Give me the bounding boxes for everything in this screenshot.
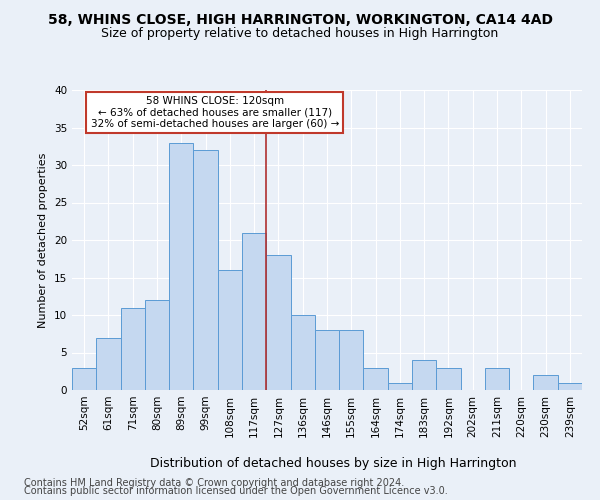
Bar	[364, 368, 388, 390]
Bar	[96, 338, 121, 390]
Bar	[412, 360, 436, 390]
Text: Distribution of detached houses by size in High Harrington: Distribution of detached houses by size …	[150, 458, 516, 470]
Bar	[169, 142, 193, 390]
Bar	[533, 375, 558, 390]
Bar	[193, 150, 218, 390]
Text: Contains HM Land Registry data © Crown copyright and database right 2024.: Contains HM Land Registry data © Crown c…	[24, 478, 404, 488]
Bar	[266, 255, 290, 390]
Bar	[388, 382, 412, 390]
Bar	[485, 368, 509, 390]
Bar	[558, 382, 582, 390]
Bar	[121, 308, 145, 390]
Bar	[242, 232, 266, 390]
Bar	[436, 368, 461, 390]
Bar	[339, 330, 364, 390]
Bar	[290, 315, 315, 390]
Bar	[315, 330, 339, 390]
Text: 58, WHINS CLOSE, HIGH HARRINGTON, WORKINGTON, CA14 4AD: 58, WHINS CLOSE, HIGH HARRINGTON, WORKIN…	[47, 12, 553, 26]
Text: Size of property relative to detached houses in High Harrington: Size of property relative to detached ho…	[101, 28, 499, 40]
Bar	[145, 300, 169, 390]
Bar	[72, 368, 96, 390]
Y-axis label: Number of detached properties: Number of detached properties	[38, 152, 49, 328]
Text: Contains public sector information licensed under the Open Government Licence v3: Contains public sector information licen…	[24, 486, 448, 496]
Text: 58 WHINS CLOSE: 120sqm
← 63% of detached houses are smaller (117)
32% of semi-de: 58 WHINS CLOSE: 120sqm ← 63% of detached…	[91, 96, 339, 129]
Bar	[218, 270, 242, 390]
